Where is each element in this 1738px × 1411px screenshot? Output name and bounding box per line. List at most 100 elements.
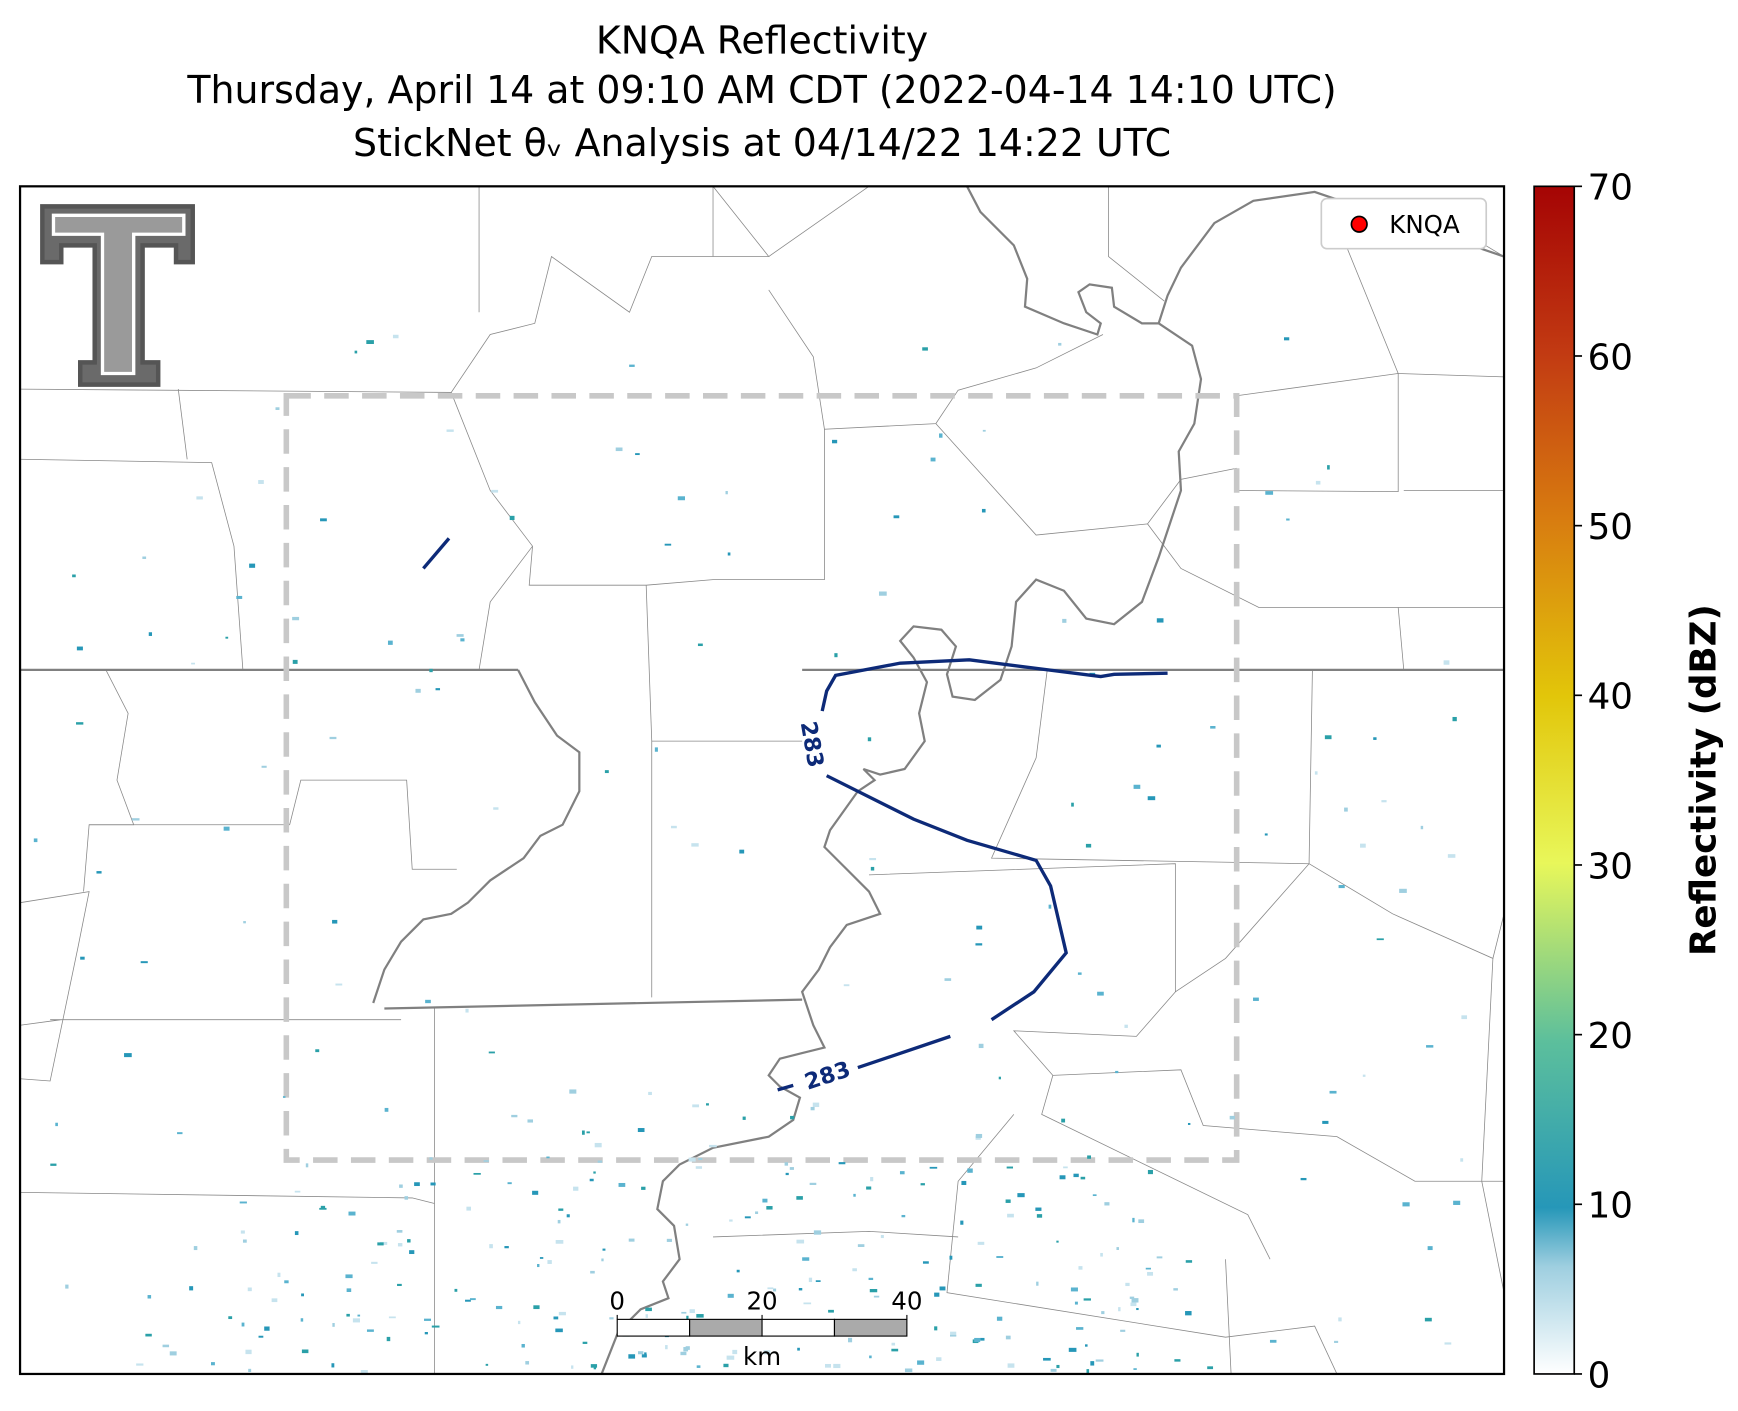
radar-echo	[386, 1336, 391, 1342]
radar-echo	[949, 1255, 953, 1260]
radar-echo	[838, 1162, 846, 1165]
radar-echo	[904, 1368, 913, 1373]
radar-echo	[1048, 904, 1052, 909]
radar-echo	[275, 407, 280, 410]
radar-echo	[454, 1288, 458, 1292]
radar-echo	[857, 1244, 865, 1247]
radar-echo	[880, 1235, 884, 1239]
radar-echo	[706, 1103, 709, 1106]
contour-line	[422, 537, 451, 570]
radar-echo	[681, 1311, 687, 1314]
radar-echo	[977, 1241, 985, 1245]
radar-echo	[525, 1361, 530, 1365]
radar-echo	[546, 1156, 550, 1159]
radar-echo	[1115, 1070, 1119, 1074]
colorbar-label: Reflectivity (dBZ)	[1684, 604, 1725, 956]
radar-echo	[387, 640, 393, 645]
radar-echo	[366, 1329, 374, 1332]
radar-echo	[696, 1365, 701, 1368]
scale-unit: km	[743, 1342, 781, 1371]
radar-echo	[1443, 660, 1450, 665]
radar-echo	[397, 1243, 403, 1247]
radar-echo	[1327, 465, 1330, 470]
radar-echo	[725, 490, 728, 495]
radar-echo	[899, 1171, 905, 1175]
radar-echo	[869, 1355, 872, 1359]
radar-echo	[460, 638, 465, 642]
radar-echo	[1362, 1074, 1366, 1077]
radar-echo	[618, 1182, 626, 1187]
radar-echo	[301, 1293, 304, 1297]
radar-echo	[211, 1362, 215, 1366]
radar-echo	[465, 1008, 469, 1013]
radar-echo	[292, 616, 300, 621]
radar-echo	[803, 1302, 812, 1305]
radar-echo	[196, 496, 203, 500]
radar-echo	[429, 1157, 433, 1160]
radar-echo	[558, 1311, 566, 1316]
radar-echo	[1092, 1194, 1097, 1197]
radar-echo	[974, 1337, 981, 1343]
radar-echo	[507, 1182, 512, 1185]
colorbar-tick-label: 20	[1588, 1016, 1633, 1057]
radar-echo	[609, 1317, 614, 1320]
radar-echo	[790, 1115, 795, 1120]
legend: KNQA	[1320, 197, 1488, 250]
radar-echo	[1210, 726, 1216, 729]
radar-echo	[55, 1122, 58, 1127]
radar-echo	[930, 457, 936, 462]
radar-echo	[1068, 1347, 1077, 1352]
radar-echo	[1036, 1214, 1043, 1218]
radar-echo	[597, 1160, 603, 1163]
radar-echo	[980, 1337, 985, 1341]
radar-echo	[670, 825, 677, 829]
radar-echo	[131, 818, 140, 821]
map: 283 283 0 20 40 km	[20, 186, 1505, 1374]
radar-echo	[555, 1240, 564, 1244]
radar-echo	[396, 1230, 403, 1233]
radar-echo	[729, 1219, 733, 1222]
radar-echo	[637, 1128, 645, 1133]
radar-echo	[967, 1168, 973, 1173]
radar-echo	[1101, 1311, 1105, 1315]
radar-echo	[1173, 1288, 1178, 1291]
radar-echo	[384, 1107, 389, 1112]
radar-echo	[1253, 997, 1259, 1001]
radar-echo	[305, 1163, 309, 1168]
radar-echo	[1061, 1118, 1066, 1123]
radar-echo	[511, 1114, 518, 1118]
radar-echo	[766, 1206, 773, 1210]
radar-echo	[950, 1331, 957, 1336]
radar-echo	[1402, 1202, 1410, 1207]
radar-echo	[1083, 1298, 1091, 1301]
radar-echo	[1185, 1311, 1192, 1316]
radar-echo	[1090, 1361, 1095, 1366]
radar-echo	[1059, 1175, 1066, 1180]
river	[372, 186, 1505, 1374]
radar-echo	[1381, 800, 1387, 803]
colorbar-tick-label: 50	[1588, 507, 1633, 548]
scale-tick-label: 20	[746, 1286, 777, 1315]
radar-echo	[573, 1186, 579, 1191]
radar-echo	[124, 1053, 132, 1058]
radar-echo	[1315, 480, 1321, 485]
radar-echo	[331, 1363, 335, 1368]
radar-echo	[1229, 1115, 1235, 1120]
radar-echo	[248, 1368, 252, 1373]
radar-echo	[975, 1133, 983, 1138]
title-line: Thursday, April 14 at 09:10 AM CDT (2022…	[186, 68, 1336, 112]
contour-line	[820, 658, 1168, 712]
radar-echo	[424, 1318, 431, 1321]
radar-echo	[430, 1182, 436, 1186]
radar-echo	[996, 1256, 1004, 1258]
radar-echo	[1147, 1169, 1153, 1175]
radar-echo	[873, 1295, 880, 1298]
radar-echo	[76, 722, 84, 725]
radar-echo	[80, 956, 85, 960]
radar-echo	[553, 1316, 559, 1320]
radar-echo	[695, 1166, 703, 1169]
radar-echo	[685, 1223, 689, 1226]
radar-echo	[245, 1349, 252, 1355]
radar-echo	[1453, 1200, 1461, 1205]
radar-echo	[1006, 1166, 1014, 1169]
